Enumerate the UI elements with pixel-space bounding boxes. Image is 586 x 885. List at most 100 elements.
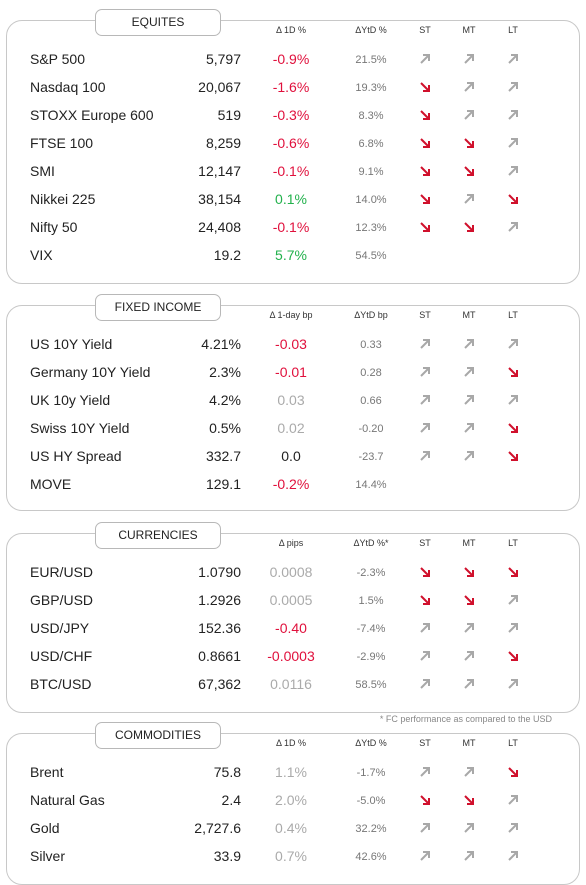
trend-arrow: [464, 194, 474, 204]
row-change: -0.9%: [272, 51, 310, 67]
row-change: 0.0: [281, 448, 301, 464]
row-ytd: -0.20: [358, 423, 384, 435]
trend-arrow: [464, 567, 474, 577]
section-box: [6, 305, 580, 511]
section-title: EQUITES: [95, 9, 221, 36]
column-header: LT: [508, 738, 518, 748]
trend-arrow: [420, 82, 430, 92]
trend-arrow: [464, 110, 474, 120]
trend-arrow: [420, 395, 430, 405]
column-header: MT: [462, 310, 476, 320]
row-value: 519: [217, 107, 241, 123]
trend-arrow: [464, 166, 474, 176]
column-header: ΔYtD %: [355, 25, 387, 35]
column-header: Δ pips: [278, 538, 304, 548]
trend-arrow: [464, 138, 474, 148]
row-change: -0.6%: [272, 135, 310, 151]
row-ytd: -1.7%: [356, 767, 386, 779]
trend-arrow: [420, 54, 430, 64]
row-value: 2.4: [221, 792, 241, 808]
column-header: Δ 1-day bp: [269, 310, 313, 320]
trend-arrow: [420, 423, 430, 433]
row-name: GBP/USD: [30, 592, 94, 608]
section-title: FIXED INCOME: [95, 294, 221, 321]
row-value: 0.8661: [198, 648, 241, 664]
row-name: S&P 500: [30, 51, 86, 67]
row-value: 8,259: [205, 135, 241, 151]
row-name: Swiss 10Y Yield: [30, 420, 130, 436]
trend-arrow: [420, 823, 430, 833]
trend-arrow: [420, 651, 430, 661]
row-ytd: 54.5%: [355, 250, 387, 262]
trend-arrow: [464, 54, 474, 64]
row-value: 332.7: [205, 448, 241, 464]
row-value: 75.8: [213, 764, 241, 780]
row-ytd: -2.3%: [356, 567, 386, 579]
trend-arrow: [420, 679, 430, 689]
trend-arrow: [420, 767, 430, 777]
trend-arrow: [420, 110, 430, 120]
trend-arrow: [508, 339, 518, 349]
trend-arrow: [508, 795, 518, 805]
trend-arrow: [464, 222, 474, 232]
section-title: CURRENCIES: [95, 522, 221, 549]
row-name: VIX: [30, 247, 53, 263]
row-ytd: 8.3%: [358, 110, 384, 122]
row-value: 67,362: [198, 676, 241, 692]
section-box: [6, 733, 580, 885]
trend-arrow: [420, 623, 430, 633]
row-ytd: 0.66: [360, 395, 382, 407]
row-change: 0.1%: [275, 191, 307, 207]
row-value: 4.2%: [209, 392, 241, 408]
row-change: -0.2%: [272, 476, 310, 492]
row-name: BTC/USD: [30, 676, 92, 692]
column-header: ST: [419, 738, 431, 748]
row-name: MOVE: [30, 476, 72, 492]
trend-arrow: [508, 651, 518, 661]
trend-arrow: [508, 138, 518, 148]
row-change: -0.1%: [272, 163, 310, 179]
row-name: UK 10y Yield: [30, 392, 111, 408]
row-change: -0.3%: [272, 107, 310, 123]
row-change: -0.40: [275, 620, 307, 636]
row-name: SMI: [30, 163, 55, 179]
column-header: ST: [419, 538, 431, 548]
trend-arrow: [420, 339, 430, 349]
row-value: 1.2926: [198, 592, 241, 608]
row-change: -0.01: [275, 364, 307, 380]
row-value: 2,727.6: [194, 820, 241, 836]
row-ytd: 14.4%: [355, 479, 387, 491]
trend-arrow: [420, 166, 430, 176]
column-header: ST: [419, 310, 431, 320]
trend-arrow: [508, 679, 518, 689]
trend-arrow: [464, 851, 474, 861]
row-change: 0.02: [277, 420, 305, 436]
row-value: 152.36: [198, 620, 241, 636]
row-change: -0.1%: [272, 219, 310, 235]
row-ytd: 21.5%: [355, 54, 387, 66]
trend-arrow: [464, 595, 474, 605]
row-ytd: 9.1%: [358, 166, 384, 178]
trend-arrow: [420, 222, 430, 232]
trend-arrow: [508, 222, 518, 232]
trend-arrow: [464, 795, 474, 805]
row-ytd: -7.4%: [356, 623, 386, 635]
row-name: US 10Y Yield: [30, 336, 113, 352]
row-value: 19.2: [213, 247, 241, 263]
trend-arrow: [508, 623, 518, 633]
trend-arrow: [464, 82, 474, 92]
trend-arrow: [464, 367, 474, 377]
row-ytd: 42.6%: [355, 851, 387, 863]
row-name: Germany 10Y Yield: [30, 364, 151, 380]
row-ytd: 6.8%: [358, 138, 384, 150]
row-change: 0.0005: [269, 592, 313, 608]
row-value: 20,067: [198, 79, 241, 95]
trend-arrow: [508, 767, 518, 777]
trend-arrow: [464, 767, 474, 777]
trend-arrow: [464, 679, 474, 689]
row-name: USD/JPY: [30, 620, 90, 636]
row-ytd: 58.5%: [355, 679, 387, 691]
row-change: 5.7%: [275, 247, 307, 263]
column-header: LT: [508, 25, 518, 35]
trend-arrow: [508, 367, 518, 377]
